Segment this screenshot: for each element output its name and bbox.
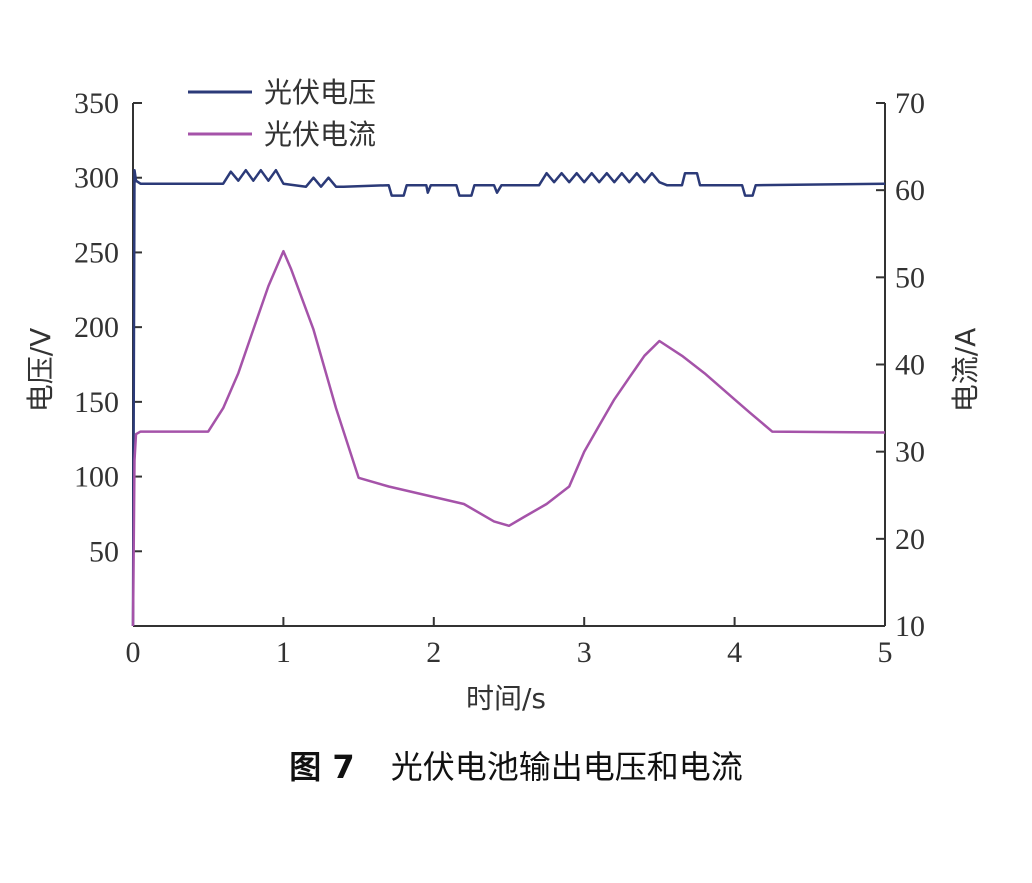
series-layer	[131, 168, 886, 627]
y-right-tick-label: 30	[895, 436, 925, 469]
x-tick-label: 0	[126, 636, 141, 669]
figure-caption: 图 7 光伏电池输出电压和电流	[0, 742, 1032, 788]
x-tick-label: 3	[577, 636, 592, 669]
axes: 0 1 2 3 4 5 50 100 150 200 250 300 350 10 20 30 40 50 60 70	[74, 87, 925, 669]
y-right-tick-label: 20	[895, 523, 925, 556]
y-left-tick-label: 200	[74, 311, 119, 344]
y-right-tick-label: 40	[895, 349, 925, 382]
x-tick-label: 4	[727, 636, 742, 669]
legend: 光伏电压 光伏电流	[188, 76, 376, 151]
y-right-tick-label: 50	[895, 261, 925, 294]
chart: 0 1 2 3 4 5 50 100 150 200 250 300 350 10 20 30 40 50 60 70…	[24, 76, 982, 715]
y-axis-label-right: 电流/A	[949, 328, 982, 413]
y-right-tick-label: 70	[895, 87, 925, 120]
figure-caption-text: 光伏电池输出电压和电流	[390, 748, 743, 786]
voltage-series-line	[131, 168, 886, 627]
legend-label-current: 光伏电流	[264, 118, 376, 151]
y-axis-label-left: 电压/V	[24, 328, 57, 413]
x-tick-label: 5	[878, 636, 893, 669]
x-axis-label: 时间/s	[466, 682, 546, 715]
y-left-tick-label: 150	[74, 386, 119, 419]
legend-label-voltage: 光伏电压	[264, 76, 376, 109]
figure-number: 图 7	[289, 748, 355, 786]
x-tick-label: 1	[276, 636, 291, 669]
y-left-tick-label: 50	[89, 535, 119, 568]
y-left-tick-label: 300	[74, 162, 119, 195]
current-series-line	[131, 249, 886, 627]
y-right-tick-label: 10	[895, 610, 925, 643]
x-tick-label: 2	[426, 636, 441, 669]
y-left-tick-label: 350	[74, 87, 119, 120]
y-left-tick-label: 100	[74, 461, 119, 494]
y-right-tick-label: 60	[895, 174, 925, 207]
y-left-tick-label: 250	[74, 236, 119, 269]
